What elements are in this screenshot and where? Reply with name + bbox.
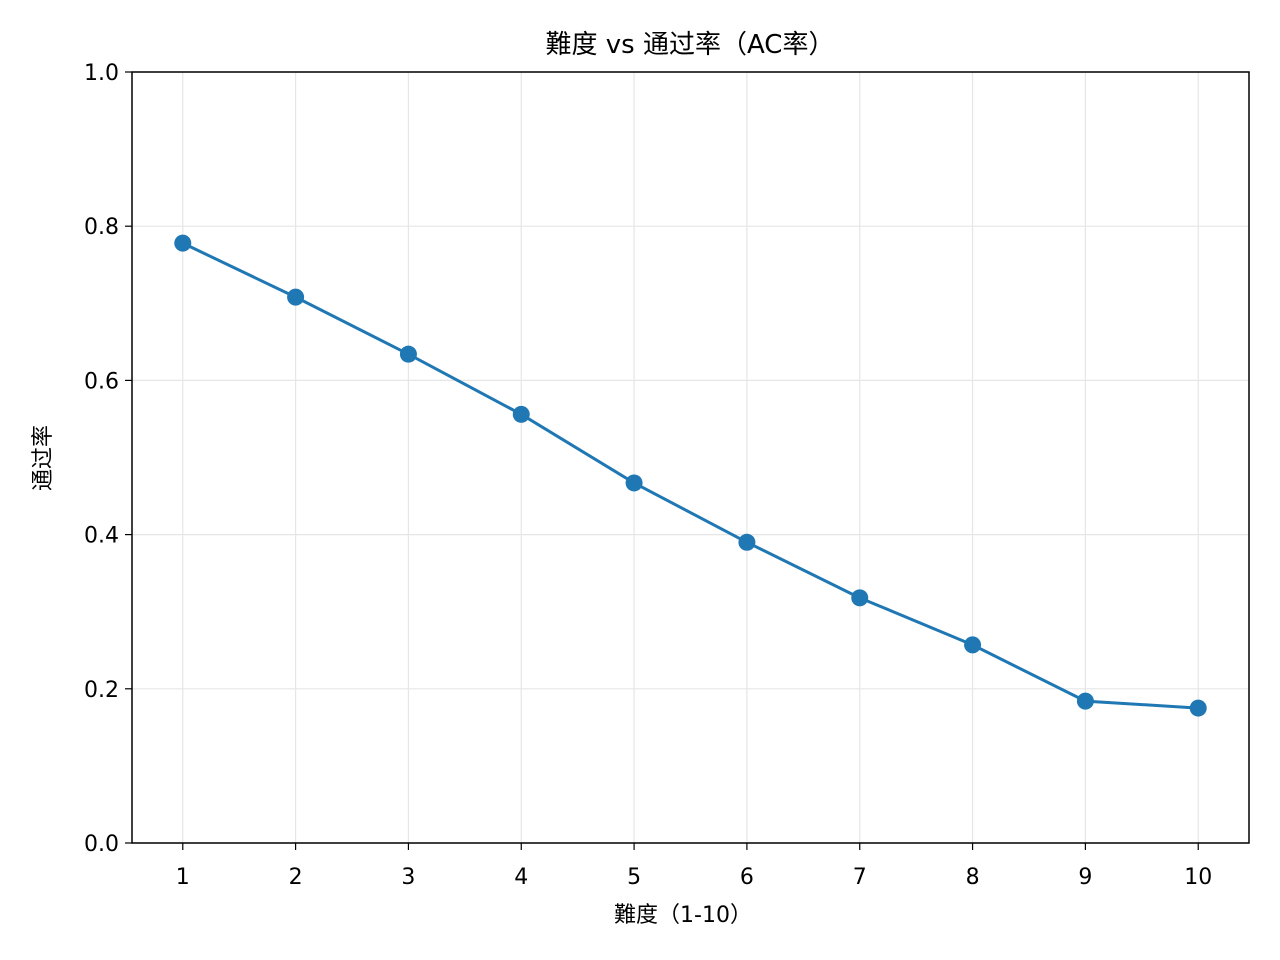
x-axis-label: 難度（1-10） <box>614 903 752 928</box>
data-point <box>738 533 756 551</box>
y-tick-label: 0.2 <box>84 678 119 703</box>
x-tick-label: 8 <box>966 865 980 890</box>
x-axis: 1 2 3 4 5 6 7 8 9 10 <box>176 843 1212 890</box>
plot-frame <box>131 71 1250 844</box>
series-line <box>182 241 1199 710</box>
x-tick-label: 5 <box>627 865 641 890</box>
x-tick-label: 1 <box>176 865 190 890</box>
grid <box>132 71 1249 844</box>
x-tick-label: 7 <box>853 865 867 890</box>
data-point <box>1076 692 1094 710</box>
data-point <box>851 589 869 607</box>
y-tick-label: 0.8 <box>84 215 119 240</box>
y-tick-label: 1.0 <box>84 61 119 86</box>
data-point <box>512 405 530 423</box>
data-point <box>399 345 417 363</box>
data-point <box>287 288 305 306</box>
y-axis: 0.0 0.2 0.4 0.6 0.8 1.0 <box>84 61 132 857</box>
data-point <box>964 636 982 654</box>
x-tick-label: 10 <box>1184 865 1212 890</box>
x-tick-label: 6 <box>740 865 754 890</box>
x-tick-label: 9 <box>1078 865 1092 890</box>
data-point <box>174 234 192 252</box>
x-tick-label: 3 <box>401 865 415 890</box>
y-tick-label: 0.6 <box>84 369 119 394</box>
x-tick-label: 4 <box>514 865 528 890</box>
series-layer <box>174 234 1207 717</box>
data-point <box>625 474 643 492</box>
x-tick-label: 2 <box>289 865 303 890</box>
data-point <box>1189 699 1207 717</box>
y-tick-label: 0.0 <box>84 832 119 857</box>
chart-title: 難度 vs 通过率（AC率） <box>546 30 835 60</box>
y-tick-label: 0.4 <box>84 524 119 549</box>
y-axis-label: 通过率 <box>31 425 56 491</box>
